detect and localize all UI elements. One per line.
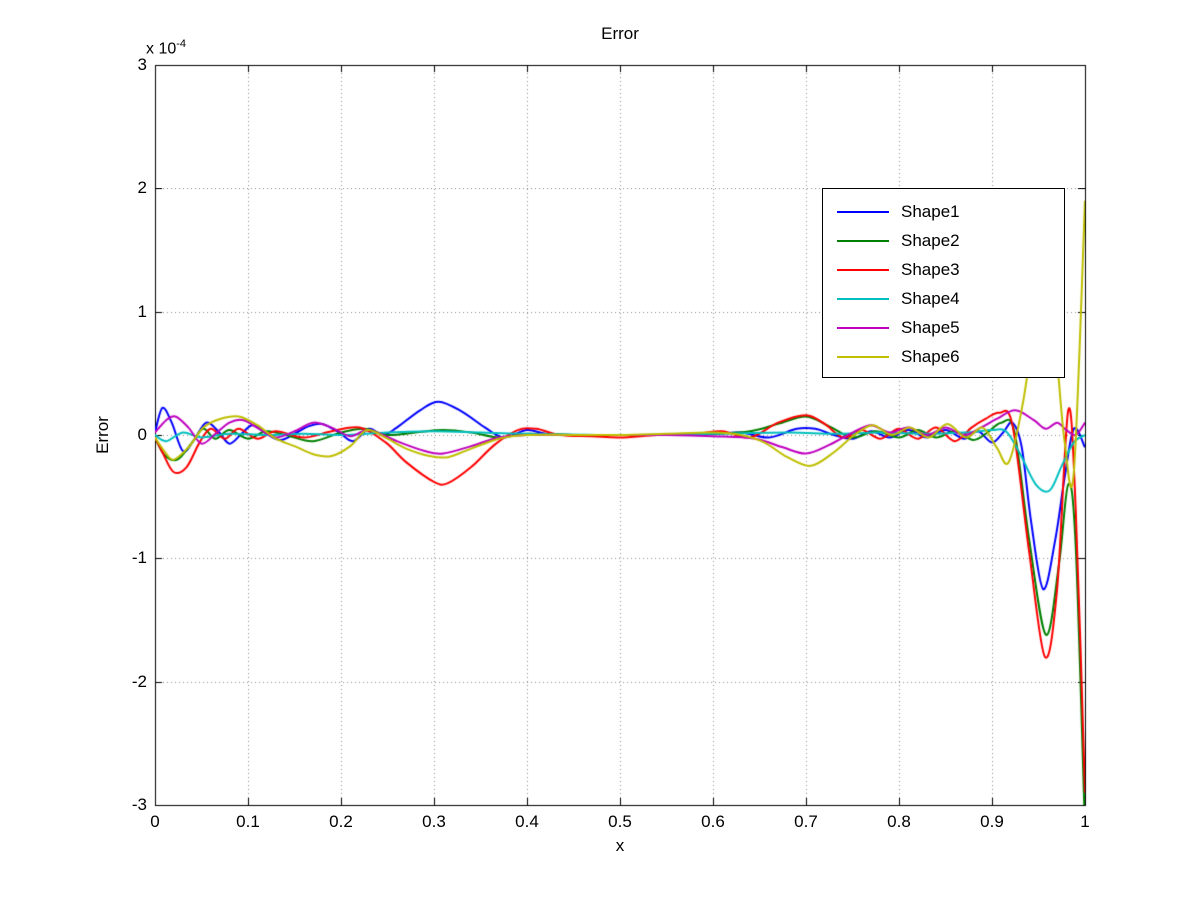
x-tick-label: 0.1 [236,812,260,831]
legend-label: Shape3 [901,259,960,279]
y-tick-label: 0 [137,425,147,444]
x-tick-label: 0.2 [329,812,353,831]
x-tick-label: 0 [150,812,160,831]
y-tick-label: 2 [137,178,147,197]
x-tick-label: 0.6 [701,812,725,831]
y-tick-label: -3 [131,795,147,814]
chart-title: Error [601,24,639,43]
x-tick-label: 0.3 [422,812,446,831]
y-tick-label: -2 [131,672,147,691]
legend-entry: Shape3 [823,255,1064,284]
legend-entry: Shape4 [823,284,1064,313]
legend-label: Shape5 [901,317,960,337]
y-tick-label: -1 [131,548,147,567]
legend-line-sample-icon [837,297,889,300]
legend-line-sample-icon [837,355,889,358]
x-tick-label: 0.7 [794,812,818,831]
y-axis-exponent-label: x 10-4 [146,38,187,58]
legend-line-sample-icon [837,268,889,271]
x-tick-label: 0.4 [515,812,539,831]
legend-label: Shape1 [901,201,960,221]
legend-line-sample-icon [837,239,889,242]
legend-box: Shape1 Shape2 Shape3 Shape4 Shape5 Shape… [822,188,1065,378]
legend-label: Shape2 [901,230,960,250]
legend-label: Shape6 [901,346,960,366]
y-tick-label: 1 [137,302,147,321]
legend-entry: Shape1 [823,197,1064,226]
x-tick-label: 1 [1080,812,1090,831]
legend-label: Shape4 [901,288,960,308]
legend-entry: Shape6 [823,342,1064,371]
x-tick-label: 0.8 [887,812,911,831]
legend-entry: Shape2 [823,226,1064,255]
x-axis-label: x [615,836,625,855]
legend-line-sample-icon [837,326,889,329]
x-tick-label: 0.9 [980,812,1004,831]
legend-line-sample-icon [837,210,889,213]
legend-entry: Shape5 [823,313,1064,342]
x-tick-label: 0.5 [608,812,632,831]
y-tick-label: 3 [137,55,147,74]
